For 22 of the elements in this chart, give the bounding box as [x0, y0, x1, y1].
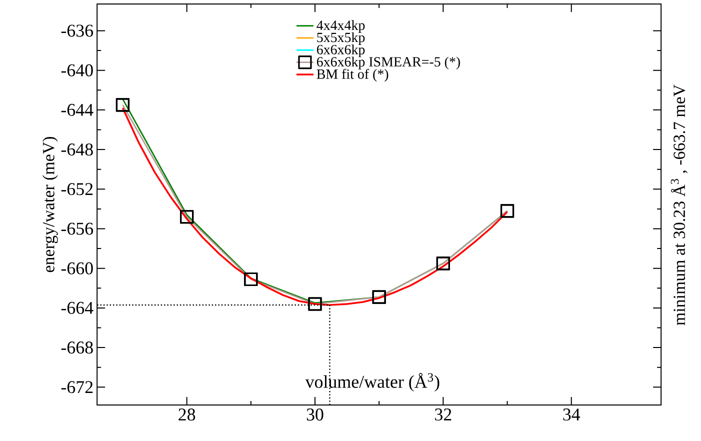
y-tick-label: -652: [61, 183, 93, 196]
legend-label: 6x6x6kp: [316, 44, 365, 58]
legend-label: 6x6x6kp ISMEAR=-5 (*): [316, 56, 460, 70]
y-tick-label: -648: [61, 143, 93, 156]
y-tick-label: -672: [61, 381, 93, 394]
x-tick-label: 28: [178, 408, 196, 421]
x-tick-label: 30: [306, 408, 324, 421]
x-axis-title: volume/water (Å$^{3}$): [305, 373, 440, 392]
legend-label: 5x5x5kp: [317, 32, 365, 46]
y-tick-label: -644: [61, 104, 94, 116]
y-tick-label: -664: [61, 302, 94, 314]
legend-label: BM fit of (*): [316, 68, 388, 82]
y-tick-label: -668: [61, 342, 93, 354]
y2-axis-title: minimum at 30.23 Å$^{3}$ , -663.7 meV: [670, 84, 688, 326]
x-tick-label: 34: [563, 408, 580, 421]
y-tick-label: -656: [61, 222, 94, 235]
legend-label: 4x4x4kp: [316, 20, 365, 33]
y-tick-label: -636: [61, 24, 94, 37]
y-tick-label: -640: [61, 64, 93, 76]
y-tick-label: -660: [61, 262, 93, 274]
x-tick-label: 32: [435, 408, 452, 421]
y-axis-title: energy/water (meV): [42, 136, 58, 272]
